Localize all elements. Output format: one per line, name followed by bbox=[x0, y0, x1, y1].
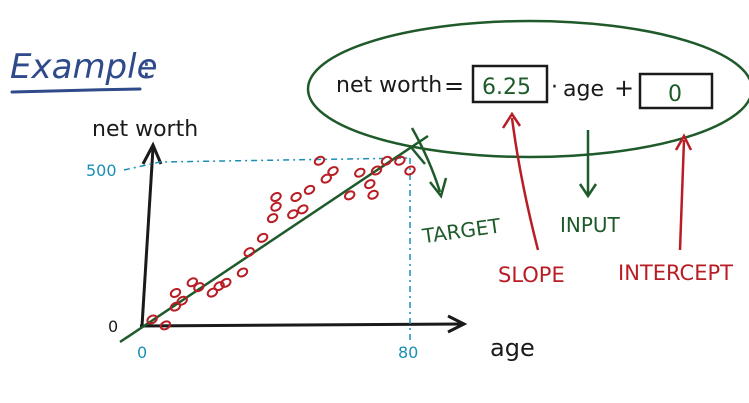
data-point bbox=[243, 247, 255, 258]
intercept-box bbox=[638, 72, 714, 110]
data-point bbox=[159, 320, 172, 331]
title-text: Example bbox=[10, 47, 158, 87]
data-point bbox=[297, 204, 309, 215]
intercept-arrowhead bbox=[674, 133, 693, 151]
equation-plus: + bbox=[614, 74, 634, 102]
y-axis bbox=[140, 147, 155, 327]
x-tick-80: 80 bbox=[398, 343, 418, 362]
equation-input-var: age bbox=[563, 77, 604, 102]
equation-ellipse bbox=[306, 19, 749, 159]
intercept-label: INTERCEPT bbox=[618, 261, 733, 285]
data-point bbox=[313, 155, 326, 166]
data-point bbox=[370, 165, 383, 176]
x-tick-0: 0 bbox=[137, 343, 147, 362]
data-point bbox=[394, 155, 406, 166]
data-point bbox=[270, 192, 282, 202]
target-arrowhead bbox=[429, 177, 448, 199]
data-point bbox=[344, 190, 356, 201]
equation-equals: = bbox=[444, 72, 464, 100]
data-point bbox=[404, 165, 416, 176]
x-axis-label: age bbox=[490, 334, 535, 362]
data-point bbox=[380, 155, 393, 166]
data-point bbox=[186, 277, 198, 288]
target-label: TARGET bbox=[420, 213, 503, 248]
y-axis-arrowhead bbox=[141, 141, 163, 165]
guide-500-horizontal bbox=[123, 157, 411, 171]
data-point bbox=[169, 288, 182, 298]
data-point bbox=[270, 201, 282, 212]
data-point bbox=[266, 213, 279, 224]
data-point bbox=[236, 267, 249, 278]
slope-value: 6.25 bbox=[482, 75, 531, 100]
data-point bbox=[354, 167, 366, 178]
data-point bbox=[206, 287, 219, 298]
data-point bbox=[327, 166, 339, 177]
intercept-arrow bbox=[678, 139, 686, 251]
x-axis bbox=[139, 322, 463, 328]
x-axis-arrowhead bbox=[447, 314, 468, 334]
y-axis-label: net worth bbox=[92, 117, 198, 142]
data-point bbox=[213, 281, 225, 292]
data-point bbox=[256, 232, 269, 243]
y-tick-0: 0 bbox=[108, 317, 118, 336]
data-point bbox=[290, 192, 302, 202]
data-points bbox=[146, 155, 416, 331]
ellipse-tail bbox=[409, 145, 426, 165]
data-point bbox=[320, 173, 332, 184]
slope-box bbox=[471, 64, 549, 104]
fit-line bbox=[119, 134, 429, 344]
y-tick-500: 500 bbox=[86, 161, 117, 180]
title-colon: : bbox=[142, 53, 151, 83]
data-point bbox=[220, 277, 232, 288]
data-point bbox=[303, 184, 316, 195]
slope-label: SLOPE bbox=[498, 263, 565, 287]
input-arrowhead bbox=[578, 183, 598, 199]
equation-dot: · bbox=[551, 75, 558, 100]
title-underline bbox=[10, 87, 142, 94]
intercept-value: 0 bbox=[668, 82, 682, 107]
data-point bbox=[146, 314, 158, 325]
slope-arrowhead bbox=[501, 111, 522, 129]
data-point bbox=[367, 189, 379, 200]
target-arrow bbox=[410, 127, 442, 193]
slope-arrow bbox=[510, 117, 540, 251]
data-point bbox=[169, 301, 182, 312]
equation-lhs: net worth bbox=[336, 73, 442, 98]
data-point bbox=[176, 295, 188, 306]
data-point bbox=[193, 282, 205, 293]
data-point bbox=[287, 209, 299, 220]
data-point bbox=[364, 179, 376, 190]
input-label: INPUT bbox=[560, 213, 621, 237]
